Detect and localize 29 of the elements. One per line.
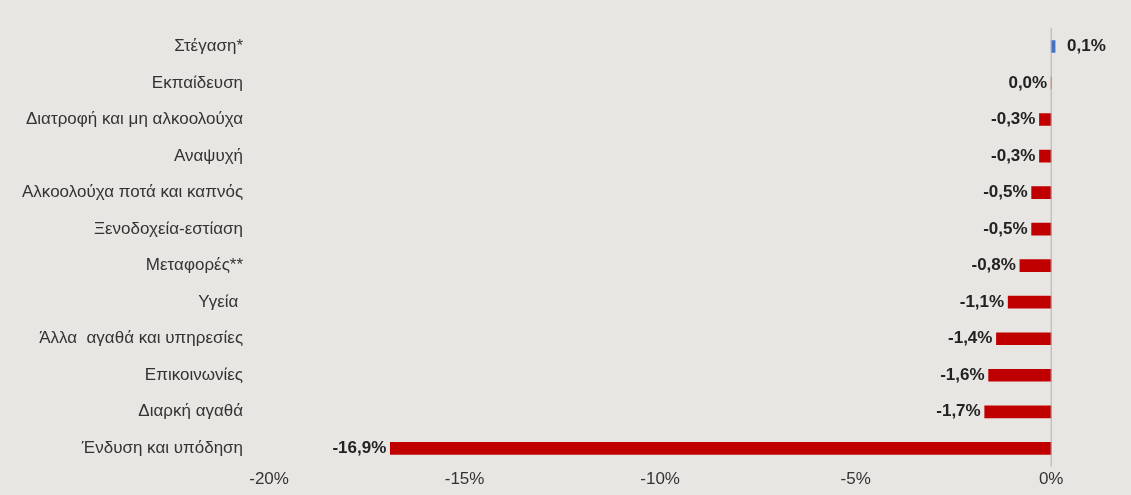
y-tick-label: Ένδυση και υπόδηση	[80, 438, 244, 458]
data-label: -1,4%	[948, 328, 993, 348]
x-tick-label: -20%	[249, 469, 289, 489]
y-tick-label: Μεταφορές**	[145, 255, 244, 275]
data-label: -1,1%	[959, 291, 1005, 311]
data-label: -0,5%	[983, 218, 1028, 238]
y-tick-label: Εκπαίδευση	[151, 72, 244, 92]
y-tick-label: Υγεία	[198, 291, 244, 311]
data-label: -16,9%	[332, 438, 387, 458]
y-tick-label: Επικοινωνίες	[144, 364, 244, 384]
y-tick-label: Αλκοολούχα ποτά και καπνός	[22, 182, 244, 202]
data-label: 0,1%	[1067, 36, 1106, 56]
y-tick-label: Διατροφή και μη αλκοολούχα	[25, 109, 244, 129]
y-tick-label: Άλλα αγαθά και υπηρεσίες	[39, 328, 244, 348]
y-tick-label: Στέγαση*	[174, 36, 244, 56]
data-label: -0,3%	[991, 109, 1036, 129]
y-tick-label: Αναψυχή	[173, 145, 244, 165]
x-tick-label: -5%	[840, 469, 871, 489]
data-label: 0,0%	[1008, 72, 1048, 92]
data-label: -0,8%	[971, 255, 1016, 275]
data-label: -1,6%	[940, 364, 985, 384]
x-tick-label: -15%	[444, 469, 485, 489]
data-label: -0,3%	[991, 145, 1036, 165]
data-label: -0,5%	[983, 182, 1028, 202]
x-tick-label: 0%	[1038, 469, 1064, 489]
data-label: -1,7%	[936, 401, 981, 421]
x-tick-label: -10%	[640, 469, 680, 489]
y-tick-label: Ξενοδοχεία-εστίαση	[93, 218, 244, 238]
y-tick-label: Διαρκή αγαθά	[138, 401, 244, 421]
